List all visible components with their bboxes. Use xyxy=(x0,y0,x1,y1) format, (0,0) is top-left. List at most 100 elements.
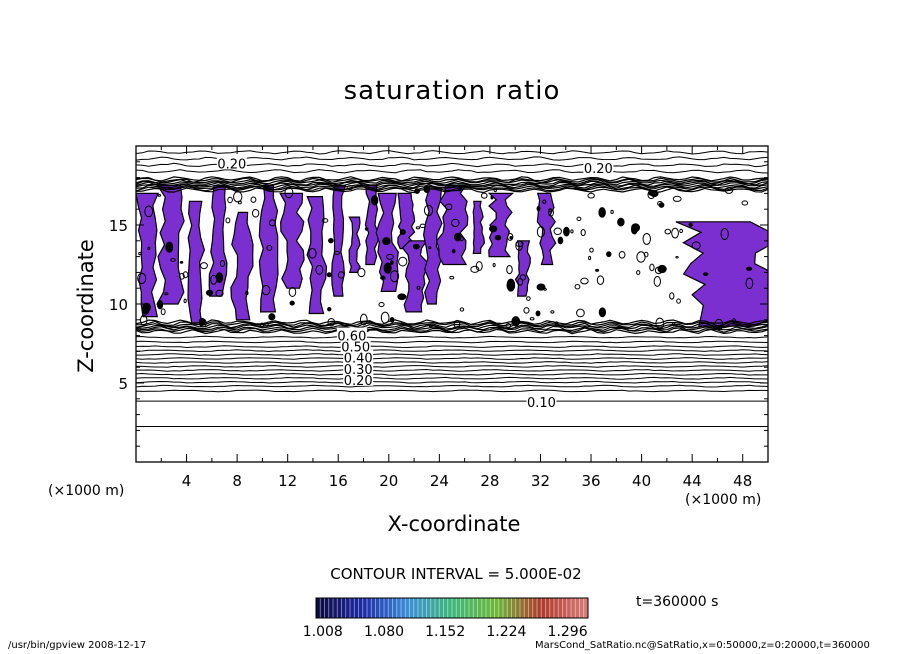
x-tick-label: 32 xyxy=(531,472,550,490)
contour-speckle xyxy=(550,310,555,314)
x-tick-label: 44 xyxy=(683,472,702,490)
contour-speckle xyxy=(653,276,661,287)
contour-line-lower xyxy=(136,389,768,393)
contour-speckle xyxy=(490,195,494,200)
colorbar-cell xyxy=(350,598,355,618)
contour-speckle xyxy=(470,265,480,273)
contour-speckle xyxy=(165,241,174,253)
colorbar-cell xyxy=(520,598,525,618)
contour-speckle xyxy=(643,251,649,258)
colorbar-cell xyxy=(345,598,351,618)
contour-label: 0.20 xyxy=(217,157,246,172)
contour-speckle xyxy=(505,323,512,329)
contour-speckle xyxy=(261,284,271,296)
contour-speckle xyxy=(380,275,386,280)
contour-line-upper xyxy=(136,169,768,174)
contour-speckle xyxy=(245,290,249,296)
contour-speckle xyxy=(649,263,655,272)
colorbar-cell xyxy=(456,598,461,618)
colorbar-cell xyxy=(554,598,559,618)
contour-speckle xyxy=(720,228,729,241)
contour-label-bg xyxy=(216,155,247,170)
contour-line-lower xyxy=(136,365,768,368)
contour-speckle xyxy=(610,209,614,215)
contour-speckle xyxy=(326,272,332,278)
contour-speckle xyxy=(205,289,214,296)
contour-speckle xyxy=(676,298,681,304)
x-tick-label: 20 xyxy=(379,472,398,490)
contour-speckle xyxy=(183,298,187,304)
contour-line-lower xyxy=(136,376,768,380)
colorbar-cell xyxy=(549,598,555,618)
contour-speckle xyxy=(389,260,394,265)
x-tick-label: 16 xyxy=(329,472,348,490)
contour-speckle xyxy=(507,232,514,241)
colorbar-cell xyxy=(452,598,457,618)
supersaturated-region xyxy=(306,196,328,315)
contour-label-bg xyxy=(336,327,367,342)
contour-speckle xyxy=(631,223,641,233)
contour-speckle xyxy=(198,317,206,327)
contour-label: 0.30 xyxy=(344,363,373,378)
colorbar-cell xyxy=(494,598,500,618)
contour-speckle xyxy=(506,278,516,292)
contour-label: 0.10 xyxy=(527,396,556,411)
contour-speckle xyxy=(328,238,334,244)
contour-label-bg xyxy=(583,160,614,175)
contour-line-top-band xyxy=(136,187,768,194)
supersaturated-region xyxy=(536,192,557,266)
contour-speckle xyxy=(215,272,224,284)
contour-speckle xyxy=(156,300,164,310)
colorbar-tick-label: 1.296 xyxy=(548,624,588,640)
contour-speckle xyxy=(444,203,453,211)
colorbar-cell xyxy=(430,598,436,618)
contour-line-lower xyxy=(136,353,768,356)
contour-label: 0.20 xyxy=(584,162,613,177)
contour-speckle xyxy=(383,262,392,274)
contour-speckle xyxy=(200,262,208,270)
contour-label: 0.20 xyxy=(344,374,373,389)
x-tick-label: 24 xyxy=(430,472,449,490)
contour-speckle xyxy=(382,237,391,246)
contour-speckle xyxy=(142,302,151,313)
contour-line-top-band xyxy=(136,177,768,184)
contour-speckle xyxy=(576,216,582,221)
contour-speckle xyxy=(359,313,368,326)
contour-speckle xyxy=(588,255,592,261)
contour-line-top-band xyxy=(136,180,768,187)
contour-speckle xyxy=(536,205,541,212)
contour-speckle xyxy=(494,235,502,241)
colorbar-cell xyxy=(541,598,546,618)
contour-speckle xyxy=(378,302,385,308)
contour-speckle xyxy=(268,313,276,321)
contour-line-upper xyxy=(136,150,768,155)
colorbar-cell xyxy=(481,598,487,618)
colorbar-cell xyxy=(511,598,517,618)
contour-speckle xyxy=(266,244,273,251)
x-axis-label: X-coordinate xyxy=(387,512,521,536)
colorbar-tick-label: 1.152 xyxy=(425,624,465,640)
contour-line-base-band xyxy=(136,325,768,332)
contour-speckle xyxy=(553,227,562,236)
colorbar-cell xyxy=(409,598,415,618)
colorbar-cell xyxy=(396,598,402,618)
contour-label-bg xyxy=(526,393,557,408)
contour-line-top-band xyxy=(136,185,768,192)
contour-speckle xyxy=(164,292,169,296)
contour-line-lower xyxy=(136,357,768,360)
contour-speckle xyxy=(636,251,646,263)
contour-speckle xyxy=(703,272,709,276)
contour-speckle xyxy=(160,308,166,316)
contour-speckle xyxy=(542,199,547,204)
z-tick-label: 15 xyxy=(109,217,128,235)
contour-speckle xyxy=(389,270,400,283)
colorbar-cell xyxy=(503,598,508,618)
colorbar-cell xyxy=(354,598,359,618)
contour-speckle xyxy=(327,307,332,312)
colorbar-cell xyxy=(405,598,410,618)
colorbar-cell xyxy=(324,598,330,618)
contour-speckle xyxy=(741,200,749,206)
z-tick-label: 10 xyxy=(109,296,128,314)
contour-line-lower xyxy=(136,361,768,364)
